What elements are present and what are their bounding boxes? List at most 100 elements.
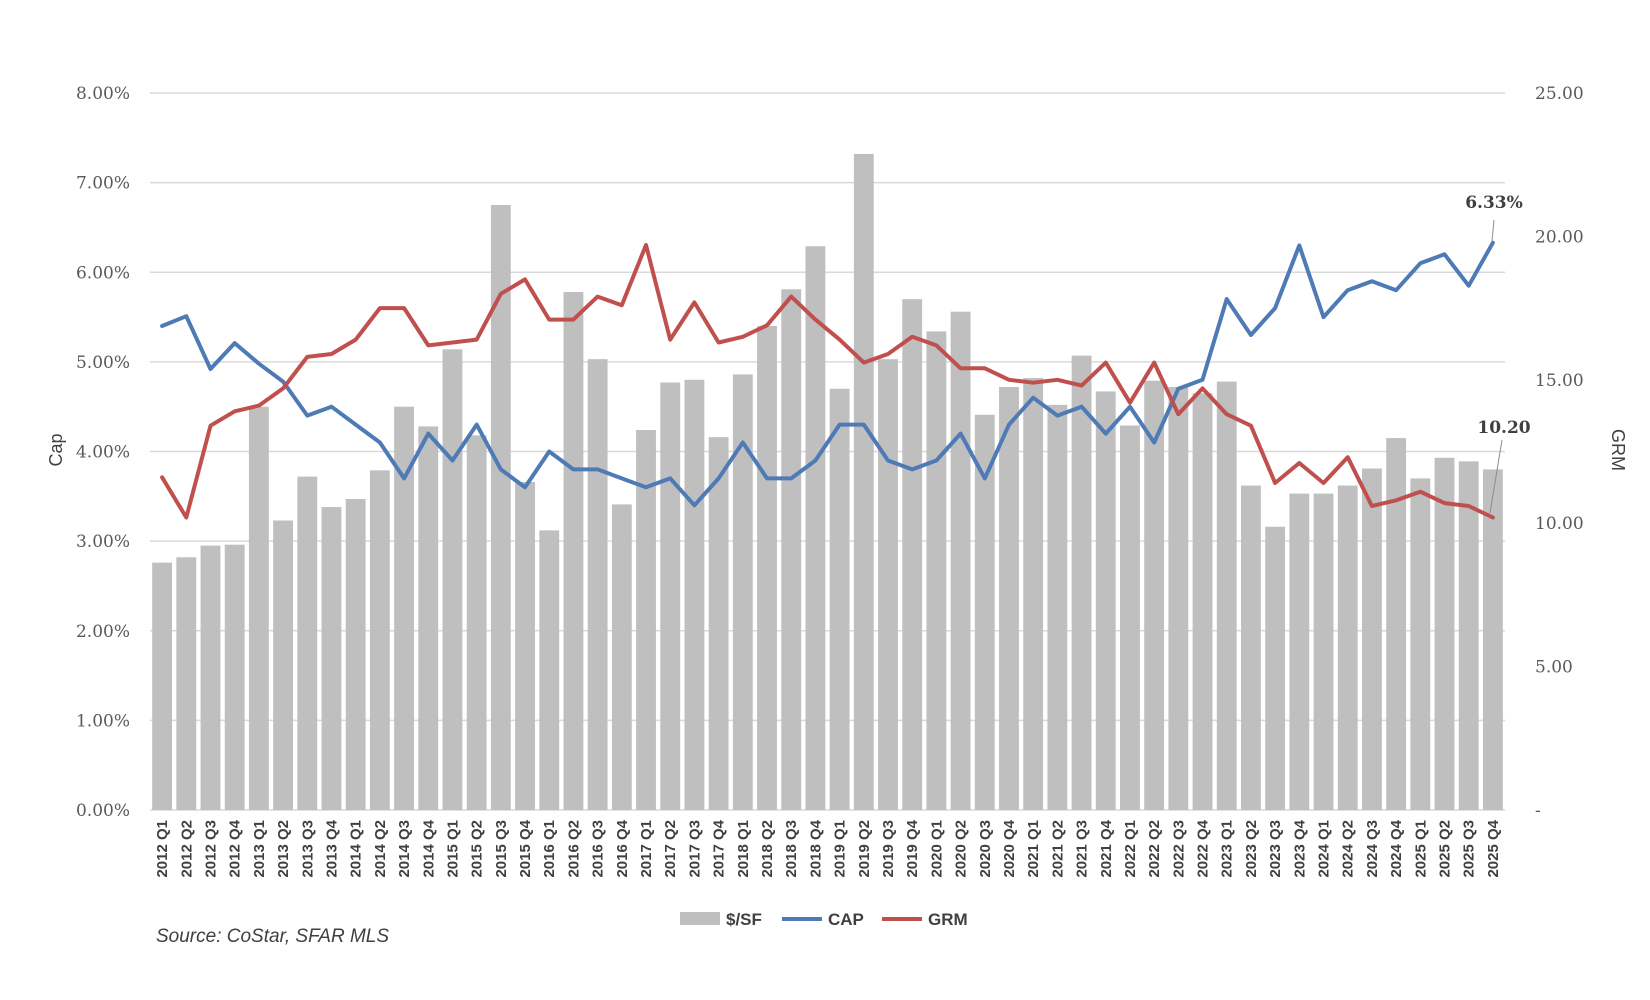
bar: [902, 299, 923, 810]
bar: [829, 388, 850, 810]
bar: [1482, 469, 1503, 810]
bar: [345, 499, 366, 810]
bar: [1168, 386, 1189, 810]
bar: [805, 246, 826, 811]
right-tick-label: -: [1535, 801, 1541, 821]
x-tick-label: 2023 Q1: [1219, 820, 1236, 878]
x-tick-label: 2024 Q2: [1340, 820, 1357, 878]
bar: [394, 406, 414, 810]
legend-swatch-price-per-sf: [680, 912, 720, 925]
cap-annotation-label: 6.33%: [1465, 193, 1523, 213]
series-line-grm: [160, 243, 1495, 520]
bar: [1095, 391, 1116, 810]
x-tick-label: 2024 Q4: [1388, 819, 1405, 877]
x-tick-label: 2019 Q1: [832, 820, 849, 878]
bar: [611, 504, 632, 810]
bar: [1216, 381, 1237, 810]
bar: [660, 382, 681, 810]
right-tick-label: 20.00: [1535, 227, 1584, 247]
x-tick-label: 2015 Q1: [445, 820, 462, 878]
x-tick-label: 2021 Q3: [1074, 820, 1091, 878]
bar: [248, 406, 269, 810]
x-tick-label: 2014 Q4: [420, 819, 437, 877]
x-tick-label: 2014 Q2: [372, 820, 389, 878]
x-tick-label: 2019 Q3: [880, 820, 897, 878]
bar: [490, 205, 511, 810]
bar: [950, 311, 971, 810]
bar: [418, 426, 439, 810]
x-tick-label: 2015 Q3: [493, 820, 510, 878]
left-tick-label: 2.00%: [76, 622, 130, 642]
left-tick-label: 0.00%: [76, 801, 130, 821]
line-series: [160, 240, 1495, 520]
bar: [1071, 355, 1092, 810]
bar: [1047, 404, 1068, 810]
left-tick-label: 8.00%: [76, 84, 130, 104]
x-tick-label: 2020 Q4: [1001, 819, 1018, 877]
left-axis-ticks: 0.00% 1.00% 2.00% 3.00% 4.00% 5.00% 6.00% 7.00%…: [76, 84, 130, 821]
x-tick-label: 2023 Q2: [1243, 820, 1260, 878]
bar: [732, 374, 753, 810]
bar: [563, 291, 584, 810]
annotations: 6.33% 10.20: [1465, 193, 1531, 514]
x-tick-label: 2025 Q2: [1437, 820, 1454, 878]
bar: [273, 520, 294, 810]
x-axis-ticks: 2012 Q1 2012 Q2 2012 Q3 2012 Q4 2013 Q1 2013 …: [154, 819, 1502, 877]
legend-label-cap: CAP: [828, 910, 864, 929]
x-tick-label: 2016 Q3: [590, 820, 607, 878]
left-tick-label: 3.00%: [76, 532, 130, 552]
x-tick-label: 2022 Q3: [1170, 820, 1187, 878]
bar: [1410, 478, 1431, 810]
bar: [1434, 457, 1455, 810]
x-tick-label: 2013 Q4: [324, 819, 341, 877]
x-tick-label: 2017 Q3: [686, 820, 703, 878]
bar: [708, 437, 729, 810]
series-line-cap: [160, 240, 1495, 508]
bar: [1241, 485, 1261, 810]
x-tick-label: 2015 Q2: [469, 820, 486, 878]
bar-series-price-per-sf: [152, 153, 1503, 811]
bar: [853, 153, 874, 810]
x-tick-label: 2022 Q2: [1146, 820, 1163, 878]
x-tick-label: 2021 Q2: [1049, 820, 1066, 878]
bar: [1023, 378, 1044, 810]
x-tick-label: 2014 Q1: [348, 820, 365, 878]
bar: [684, 379, 705, 810]
x-tick-label: 2023 Q3: [1267, 820, 1284, 878]
x-tick-label: 2013 Q2: [275, 820, 292, 878]
right-tick-label: 25.00: [1535, 84, 1584, 104]
legend: $/SF CAP GRM: [680, 910, 968, 929]
bar: [926, 331, 947, 810]
bar: [587, 359, 608, 810]
legend-label-grm: GRM: [928, 910, 968, 929]
bar: [1144, 380, 1165, 810]
bar: [200, 545, 221, 810]
x-tick-label: 2022 Q1: [1122, 820, 1139, 878]
x-tick-label: 2013 Q1: [251, 820, 268, 878]
x-tick-label: 2016 Q1: [541, 820, 558, 878]
bar: [152, 562, 173, 810]
bar: [224, 544, 245, 810]
bar: [321, 507, 342, 810]
grm-annotation-leader: [1489, 439, 1503, 514]
right-tick-label: 15.00: [1535, 371, 1584, 391]
x-tick-label: 2013 Q3: [299, 820, 316, 878]
bar: [1361, 468, 1382, 810]
x-tick-label: 2024 Q1: [1316, 820, 1333, 878]
right-axis-ticks: - 5.00 10.00 15.00 20.00 25.00: [1535, 84, 1584, 821]
x-tick-label: 2020 Q1: [928, 820, 945, 878]
x-tick-label: 2018 Q1: [735, 820, 752, 878]
cap-annotation-leader: [1491, 219, 1495, 242]
bar: [974, 414, 995, 810]
bar: [1337, 485, 1358, 810]
x-tick-label: 2019 Q2: [856, 820, 873, 878]
right-tick-label: 5.00: [1535, 658, 1573, 678]
bar: [297, 476, 318, 810]
left-tick-label: 5.00%: [76, 353, 130, 373]
left-tick-label: 1.00%: [76, 711, 130, 731]
right-tick-label: 10.00: [1535, 514, 1584, 534]
x-tick-label: 2022 Q4: [1195, 819, 1212, 877]
bar: [757, 326, 777, 810]
x-tick-label: 2025 Q3: [1461, 820, 1478, 878]
